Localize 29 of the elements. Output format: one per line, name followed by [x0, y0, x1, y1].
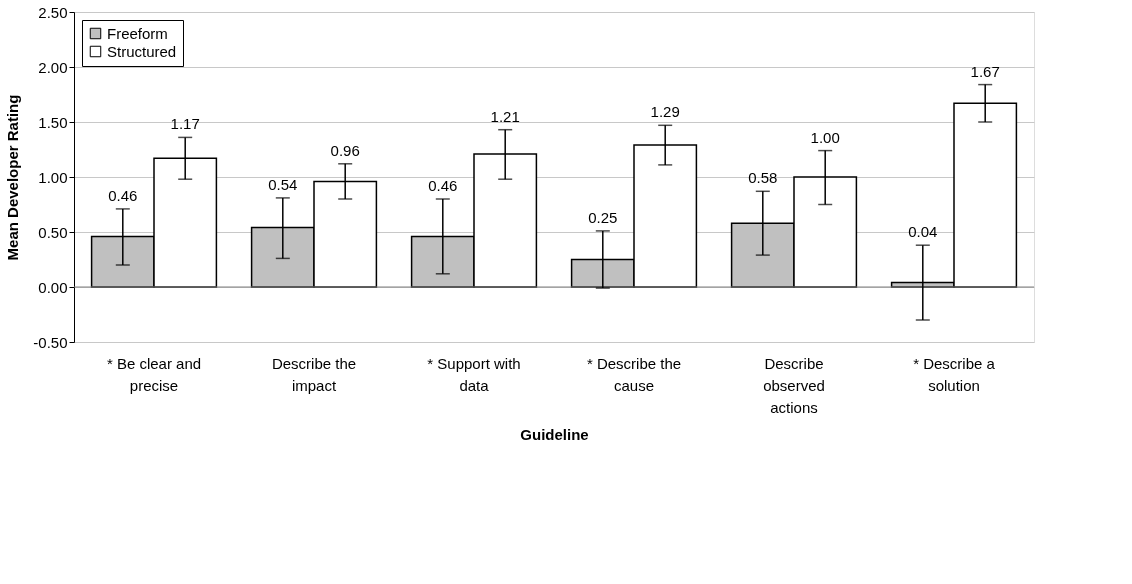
- y-axis-title: Mean Developer Rating: [4, 94, 22, 261]
- y-tick-label: 1.00: [38, 168, 68, 186]
- legend-label: Freeform: [107, 24, 168, 42]
- data-label: 0.25: [588, 208, 618, 226]
- x-tick-label: * Be clear and precise: [106, 354, 202, 394]
- data-label: 0.04: [908, 223, 938, 241]
- data-label: 0.58: [748, 169, 778, 187]
- y-tick-label: 2.50: [38, 3, 68, 21]
- x-tick-label: Describe the impact: [271, 354, 357, 394]
- y-tick-label: -0.50: [33, 333, 68, 351]
- y-tick-label: 0.00: [38, 278, 68, 296]
- data-label: 1.67: [970, 62, 1000, 80]
- data-label: 0.46: [428, 177, 458, 194]
- x-axis-title: Guideline: [520, 425, 589, 443]
- y-tick-label: 0.50: [38, 223, 68, 241]
- data-label: 1.21: [490, 107, 520, 125]
- legend-label: Structured: [107, 42, 177, 60]
- x-tick-label: * Describe the cause: [586, 354, 682, 394]
- data-label: 1.29: [650, 103, 680, 121]
- data-label: 1.17: [170, 115, 200, 133]
- y-tick-label: 2.00: [38, 58, 68, 76]
- x-tick-label: Describe observed actions: [763, 354, 825, 416]
- x-tick-label: * Describe a solution: [913, 354, 996, 394]
- data-label: 0.96: [330, 141, 360, 159]
- data-label: 1.00: [810, 128, 840, 146]
- y-tick-label: 1.50: [38, 113, 68, 131]
- data-label: 0.46: [108, 186, 138, 204]
- data-label: 0.54: [268, 175, 298, 193]
- x-tick-label: * Support with data: [427, 354, 521, 394]
